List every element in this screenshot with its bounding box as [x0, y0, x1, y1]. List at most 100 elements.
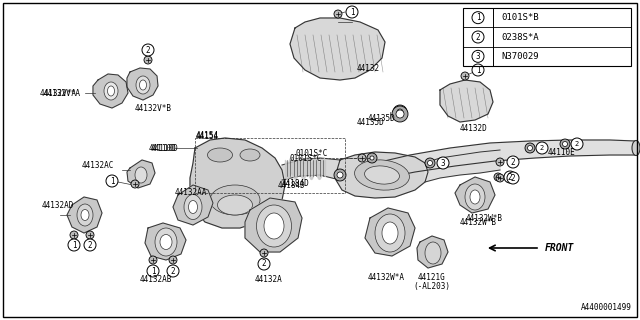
Text: 44132W*B: 44132W*B [466, 213, 503, 222]
Text: 0101S*C: 0101S*C [290, 154, 323, 163]
Polygon shape [290, 18, 385, 80]
Text: 44110D: 44110D [149, 143, 177, 153]
Text: 44132W*B: 44132W*B [460, 218, 497, 227]
Text: 0101S*C: 0101S*C [295, 148, 328, 157]
Ellipse shape [155, 228, 177, 256]
Circle shape [258, 258, 270, 270]
Circle shape [507, 156, 519, 168]
Bar [463, 8, 631, 66]
Text: 44135D: 44135D [357, 117, 385, 126]
Ellipse shape [136, 76, 150, 94]
Text: A4400001499: A4400001499 [581, 303, 632, 312]
Text: 44132AB: 44132AB [140, 276, 172, 284]
Circle shape [131, 180, 139, 188]
Circle shape [68, 239, 80, 251]
Text: (-AL203): (-AL203) [413, 282, 450, 291]
Circle shape [370, 156, 374, 160]
Text: FRONT: FRONT [545, 243, 574, 253]
Circle shape [496, 158, 504, 166]
Polygon shape [440, 80, 493, 122]
Text: 44121G: 44121G [418, 273, 445, 282]
Polygon shape [455, 177, 495, 213]
Polygon shape [127, 160, 155, 188]
Circle shape [571, 138, 583, 150]
Circle shape [527, 146, 532, 150]
Ellipse shape [160, 235, 172, 250]
Polygon shape [425, 150, 500, 182]
Text: 2: 2 [540, 145, 544, 151]
Text: 2: 2 [508, 172, 512, 181]
Circle shape [428, 161, 433, 165]
Text: 44132D: 44132D [460, 124, 488, 132]
Text: 2: 2 [262, 260, 266, 268]
Circle shape [86, 231, 94, 239]
Text: 1: 1 [476, 13, 480, 22]
Ellipse shape [632, 140, 640, 156]
Polygon shape [145, 223, 186, 260]
Text: 2: 2 [575, 141, 579, 147]
Circle shape [147, 265, 159, 277]
Circle shape [334, 10, 342, 18]
Text: N370029: N370029 [501, 52, 539, 61]
Circle shape [346, 6, 358, 18]
Circle shape [167, 265, 179, 277]
Text: 2: 2 [171, 267, 175, 276]
Circle shape [334, 169, 346, 181]
Circle shape [106, 175, 118, 187]
Text: 1: 1 [349, 7, 355, 17]
Text: 2: 2 [476, 33, 480, 42]
Polygon shape [245, 198, 302, 252]
Text: 44132AA: 44132AA [175, 188, 207, 196]
Circle shape [142, 44, 154, 56]
Polygon shape [190, 138, 285, 228]
Text: 44110E: 44110E [548, 148, 576, 156]
Text: 44132AD: 44132AD [42, 201, 74, 210]
Ellipse shape [355, 160, 410, 190]
Ellipse shape [365, 166, 399, 184]
Text: 2: 2 [511, 157, 515, 166]
Circle shape [392, 106, 408, 122]
Circle shape [563, 141, 568, 147]
Text: 44132V*A: 44132V*A [40, 89, 77, 98]
Circle shape [494, 173, 502, 181]
Ellipse shape [382, 222, 398, 244]
Text: 1: 1 [72, 241, 76, 250]
Polygon shape [173, 185, 213, 225]
Ellipse shape [264, 213, 284, 239]
Circle shape [507, 172, 519, 184]
Ellipse shape [470, 190, 480, 204]
Ellipse shape [465, 184, 485, 210]
Circle shape [461, 72, 469, 80]
Circle shape [472, 64, 484, 76]
Text: 0238S*A: 0238S*A [501, 33, 539, 42]
Ellipse shape [77, 204, 93, 226]
Circle shape [472, 31, 484, 43]
Text: 0101S*B: 0101S*B [501, 13, 539, 22]
Text: 2: 2 [511, 173, 515, 182]
Text: 1: 1 [109, 177, 115, 186]
Polygon shape [127, 68, 158, 100]
Circle shape [437, 157, 449, 169]
Ellipse shape [135, 167, 147, 183]
Ellipse shape [140, 80, 147, 90]
Circle shape [525, 143, 535, 153]
Ellipse shape [184, 195, 202, 220]
Ellipse shape [81, 210, 89, 220]
Ellipse shape [104, 82, 118, 100]
Circle shape [536, 142, 548, 154]
Circle shape [425, 158, 435, 168]
Ellipse shape [210, 185, 260, 215]
Text: 2: 2 [88, 241, 92, 250]
Polygon shape [67, 197, 102, 233]
Polygon shape [93, 74, 128, 108]
Ellipse shape [240, 149, 260, 161]
Text: 44110D: 44110D [151, 143, 179, 153]
Circle shape [149, 256, 157, 264]
Circle shape [144, 56, 152, 64]
Text: 44135D: 44135D [368, 114, 396, 123]
Circle shape [496, 174, 504, 182]
Circle shape [84, 239, 96, 251]
Text: 44132AC: 44132AC [82, 161, 115, 170]
Text: 1: 1 [150, 267, 156, 276]
Text: 44132V*B: 44132V*B [135, 103, 172, 113]
